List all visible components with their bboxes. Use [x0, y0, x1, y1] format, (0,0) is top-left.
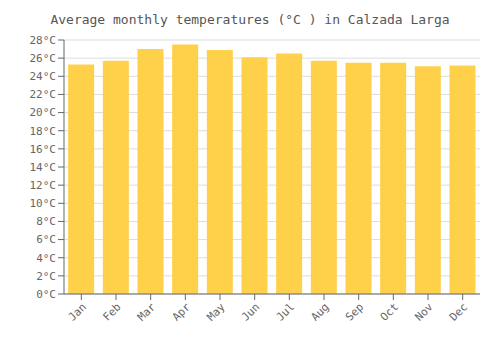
svg-text:16°C: 16°C: [30, 143, 57, 156]
svg-text:24°C: 24°C: [30, 70, 57, 83]
svg-text:0°C: 0°C: [36, 288, 56, 301]
svg-text:18°C: 18°C: [30, 125, 57, 138]
svg-text:Oct: Oct: [378, 300, 401, 323]
svg-text:Jun: Jun: [239, 300, 262, 323]
svg-text:14°C: 14°C: [30, 161, 57, 174]
svg-text:Sep: Sep: [343, 300, 366, 323]
svg-text:Feb: Feb: [100, 300, 123, 323]
svg-text:2°C: 2°C: [36, 270, 56, 283]
svg-text:20°C: 20°C: [30, 106, 57, 119]
svg-text:4°C: 4°C: [36, 252, 56, 265]
svg-text:10°C: 10°C: [30, 197, 57, 210]
svg-text:May: May: [204, 300, 228, 324]
svg-text:Nov: Nov: [412, 300, 436, 324]
svg-text:12°C: 12°C: [30, 179, 57, 192]
svg-text:Mar: Mar: [135, 300, 159, 324]
svg-text:Aug: Aug: [308, 300, 331, 323]
svg-text:Apr: Apr: [170, 300, 194, 324]
svg-text:28°C: 28°C: [30, 34, 57, 47]
svg-text:Dec: Dec: [447, 300, 470, 323]
html-text:Average monthly temperatures (: Average monthly temperatures (°C ) in Ca…: [50, 12, 450, 27]
svg-text:22°C: 22°C: [30, 88, 57, 101]
svg-text:Jan: Jan: [66, 300, 89, 323]
svg-text:8°C: 8°C: [36, 215, 56, 228]
svg-text:Jul: Jul: [274, 300, 297, 323]
svg-text:26°C: 26°C: [30, 52, 57, 65]
svg-text:6°C: 6°C: [36, 233, 56, 246]
